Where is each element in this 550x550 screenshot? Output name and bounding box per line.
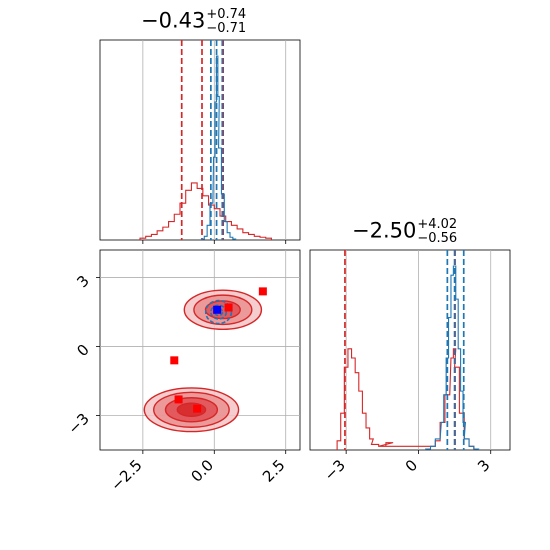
marker-5 [213, 305, 222, 314]
marker-2 [170, 356, 179, 365]
title-plus-bottom-right: +4.02 [417, 217, 458, 232]
title-median-bottom-right: −2.50 [352, 218, 417, 243]
hist-top-left-frame [99, 39, 301, 241]
marker-1 [224, 303, 233, 312]
hist-top-left-series-0 [139, 182, 272, 240]
marker-4 [193, 404, 202, 413]
panel-title-bottom-right: −2.50 +4.02 −0.56 [352, 218, 457, 246]
scatter-ytick-label-0: −3 [64, 410, 92, 438]
contour-2-level-2 [213, 307, 224, 317]
hist-bottom-right-xtick-label-0: −3 [321, 456, 349, 484]
hist-bottom-right-frame [309, 249, 511, 451]
scatter-xtick-label-1: 0.0 [188, 456, 218, 486]
hist-bottom-right-xtick-label-1: 0 [402, 456, 421, 475]
title-minus-bottom-right: −0.56 [417, 231, 458, 246]
contour-0-level-3 [176, 402, 207, 418]
hist-bottom-right-xtick-label-2: 3 [474, 456, 493, 475]
title-errors-top-left: +0.74 −0.71 [206, 8, 246, 36]
marker-0 [258, 287, 267, 296]
title-errors-bottom-right: +4.02 −0.56 [417, 218, 457, 246]
title-median-top-left: −0.43 [141, 8, 206, 33]
hist-bottom-right-series-1 [425, 265, 480, 450]
marker-3 [174, 395, 183, 404]
contour-2-level-1 [210, 304, 228, 320]
scatter-ytick-label-1: 0 [73, 341, 92, 360]
panel-title-top-left: −0.43 +0.74 −0.71 [141, 8, 246, 36]
scatter-ytick-label-2: 3 [73, 272, 92, 291]
scatter-xtick-label-2: 2.5 [259, 456, 289, 486]
title-plus-top-left: +0.74 [206, 7, 247, 22]
contour-2-level-0 [204, 299, 233, 325]
scatter-xtick-label-0: −2.5 [107, 456, 145, 494]
hist-bottom-right-series-0 [336, 348, 475, 450]
hist-top-left-series-1 [200, 55, 237, 240]
title-minus-top-left: −0.71 [206, 21, 247, 36]
